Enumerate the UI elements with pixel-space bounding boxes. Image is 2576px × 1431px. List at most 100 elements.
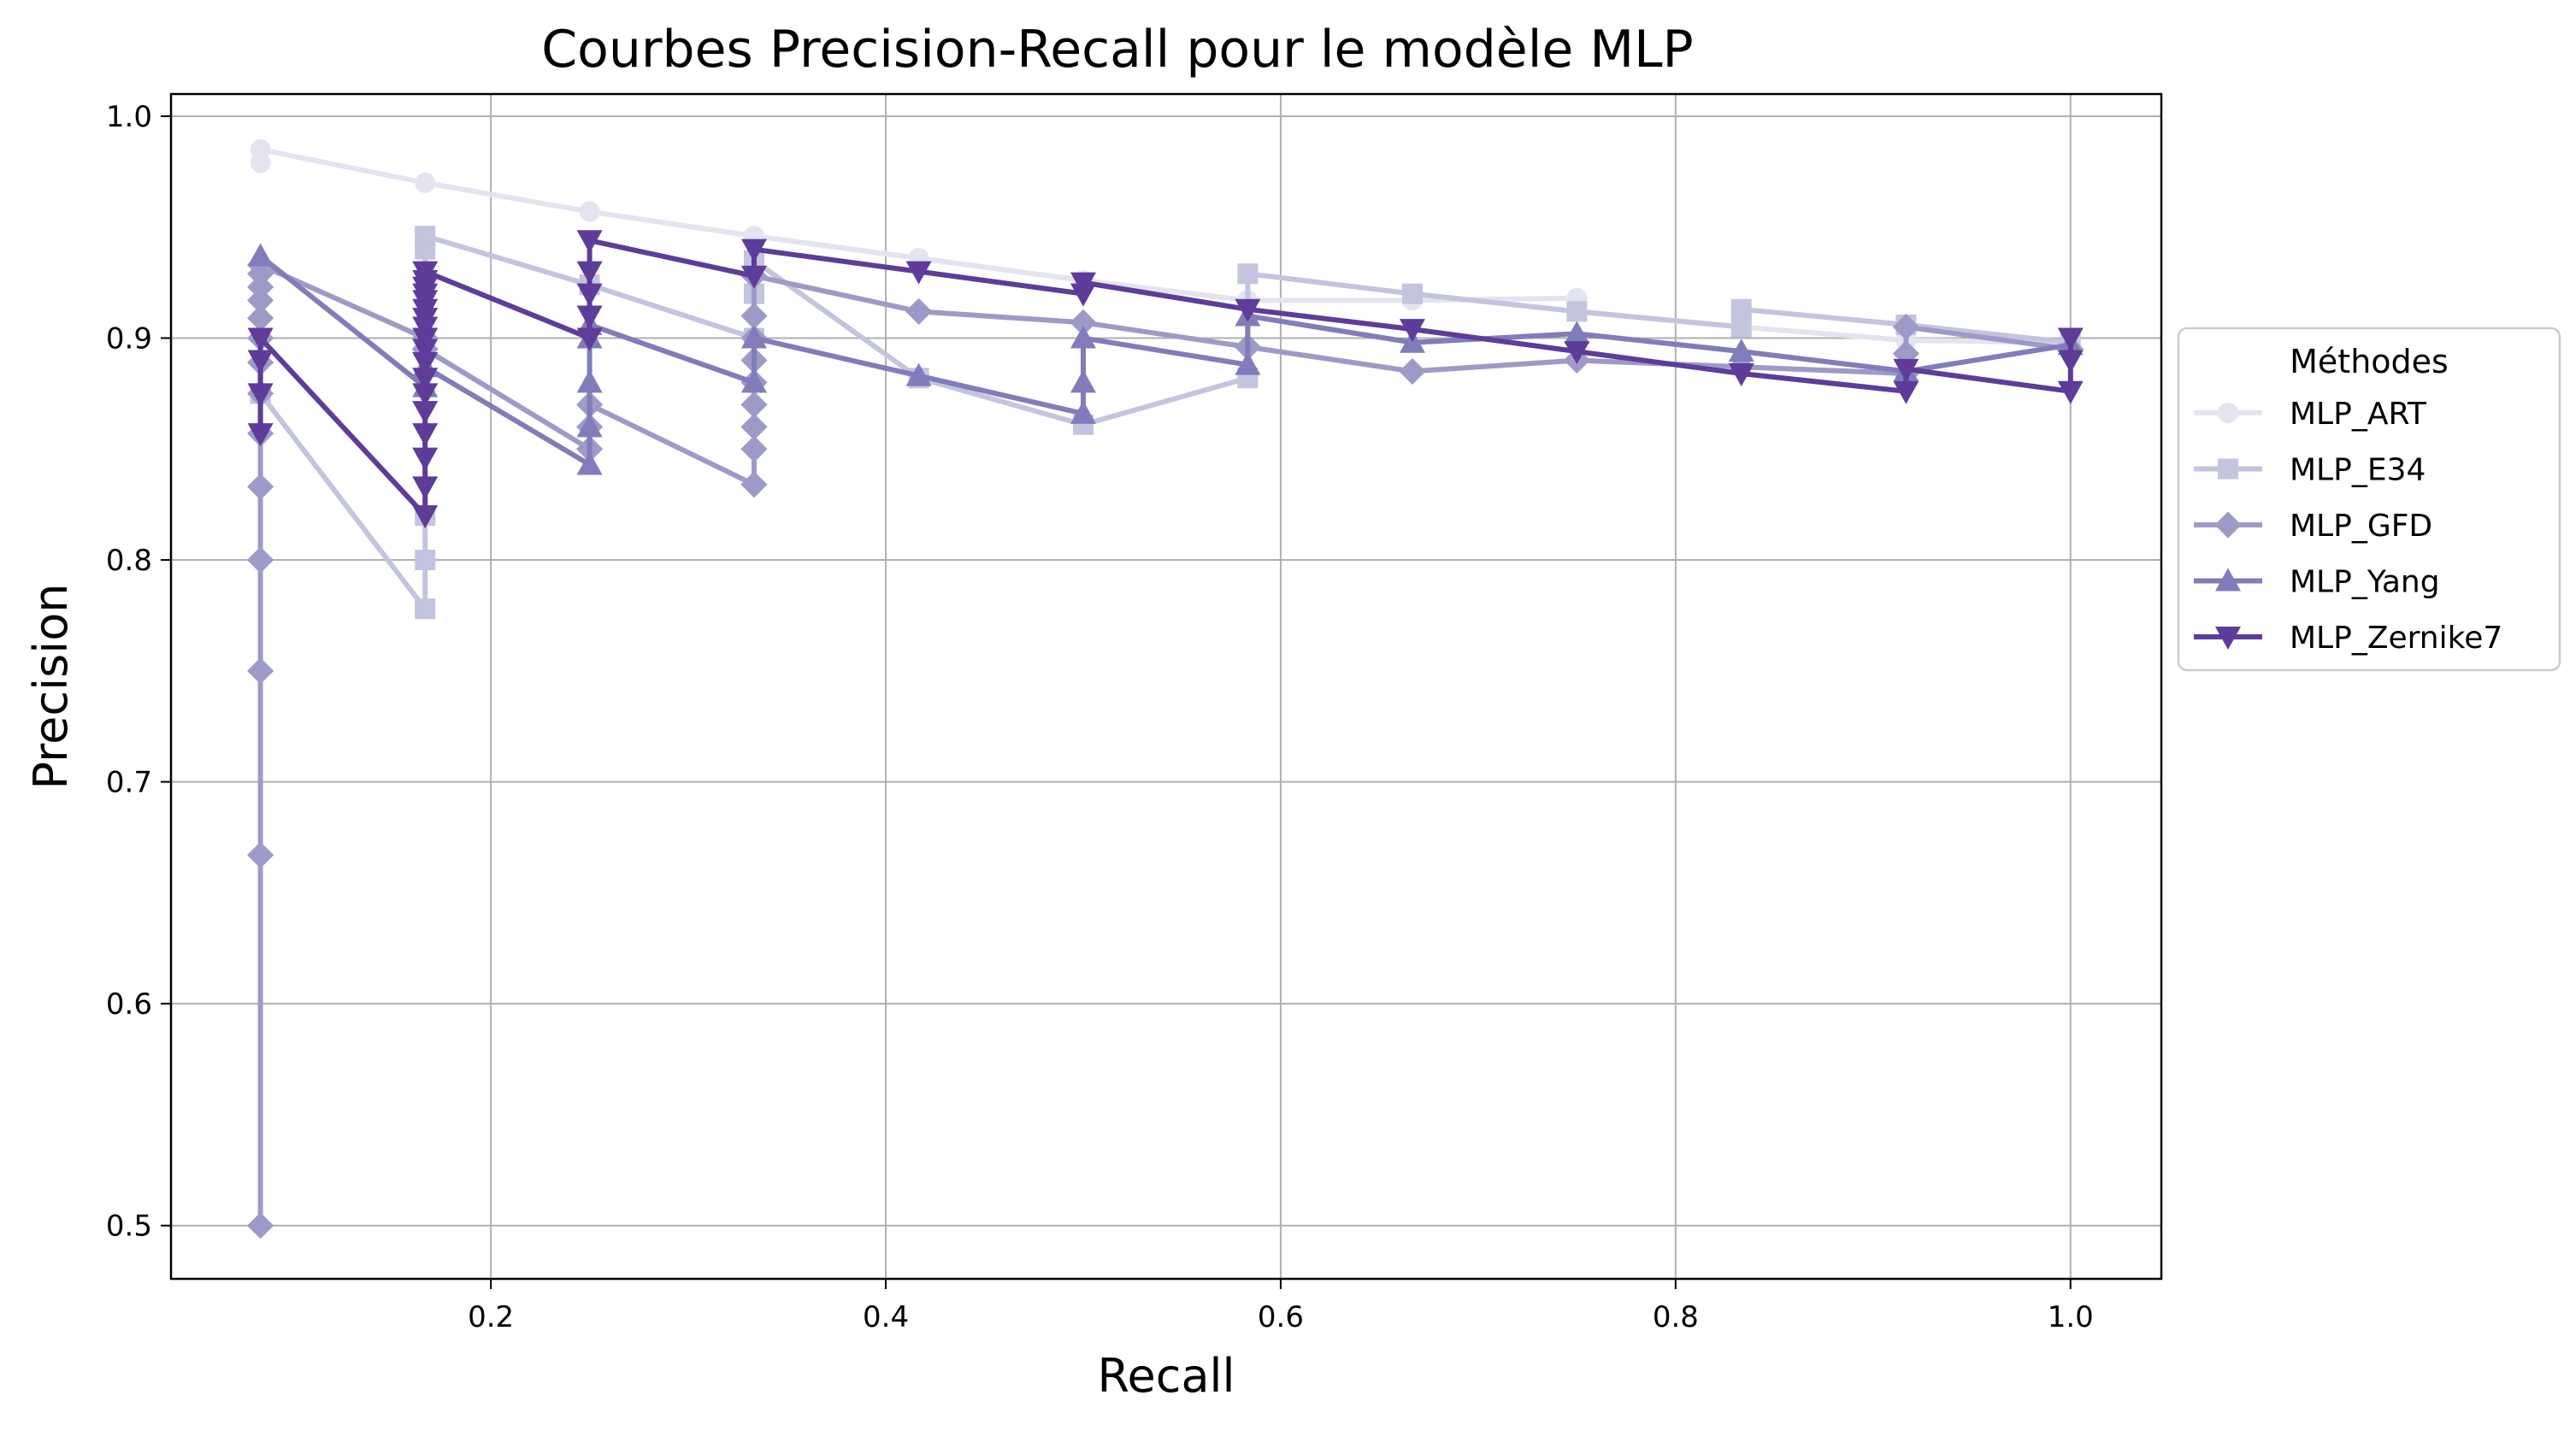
grid	[171, 94, 2161, 1279]
x-tick-label: 0.4	[863, 1300, 909, 1334]
data-point	[741, 265, 768, 289]
series-mlp-zernike7	[247, 230, 2084, 529]
data-point	[741, 325, 768, 349]
data-point	[741, 369, 768, 393]
data-point	[905, 261, 932, 285]
legend-item-mlp-zernike7: MLP_Zernike7	[2194, 621, 2502, 656]
data-point	[905, 297, 933, 325]
data-point	[1892, 313, 1919, 341]
data-point	[415, 598, 436, 620]
data-point	[412, 423, 439, 447]
plot-frame	[169, 92, 2163, 1281]
legend-marker	[2214, 511, 2242, 539]
data-point	[2057, 327, 2084, 351]
y-tick-label: 0.5	[106, 1210, 152, 1244]
data-point	[576, 451, 603, 475]
data-point	[247, 327, 274, 351]
legend-label: MLP_Yang	[2290, 565, 2440, 600]
data-point	[247, 383, 274, 407]
data-point	[741, 238, 768, 262]
data-point	[247, 1212, 274, 1240]
legend-item-mlp-art: MLP_ART	[2194, 397, 2427, 432]
legend-label: MLP_GFD	[2290, 509, 2432, 544]
data-point	[1401, 283, 1423, 304]
data-point	[1070, 325, 1096, 349]
data-point	[2057, 380, 2084, 404]
data-point	[1564, 341, 1590, 365]
data-point	[412, 352, 439, 376]
series-layer	[247, 138, 2084, 1240]
data-point	[1070, 272, 1096, 296]
data-point	[247, 657, 274, 685]
legend-frame	[2177, 327, 2561, 672]
data-point	[247, 546, 274, 574]
legend-label: MLP_ART	[2290, 397, 2427, 432]
legend-marker	[2218, 458, 2238, 480]
data-point	[1730, 298, 1752, 320]
data-point	[1730, 316, 1752, 338]
data-point	[1070, 369, 1096, 393]
legend-label: MLP_Zernike7	[2290, 621, 2502, 656]
series-mlp-yang	[247, 243, 2084, 475]
data-point	[576, 261, 603, 285]
series-mlp-art	[250, 138, 2081, 353]
data-point	[905, 362, 932, 386]
y-tick-label: 0.6	[106, 987, 152, 1022]
data-point	[247, 423, 274, 447]
legend-item-mlp-yang: MLP_Yang	[2194, 565, 2440, 600]
x-tick-label: 0.8	[1653, 1300, 1699, 1334]
data-point	[247, 243, 274, 267]
data-point	[1728, 363, 1754, 387]
legend-item-mlp-e34: MLP_E34	[2194, 453, 2426, 488]
data-point	[1566, 301, 1588, 322]
data-point	[1237, 263, 1259, 285]
data-point	[415, 550, 436, 571]
data-point	[412, 383, 439, 407]
data-point	[576, 283, 603, 307]
data-point	[576, 369, 603, 393]
legend-items: MLP_ART MLP_E34 MLP_GFD MLP_Yang MLP_Zernike…	[2194, 397, 2502, 656]
legend-title: Méthodes	[2290, 343, 2449, 380]
y-axis-label: Precision	[24, 584, 78, 790]
data-point	[1235, 298, 1261, 322]
ticks: 0.2 0.4 0.6 0.8 1.0 0.5 0.6 0.7 0.8 0.9 1.0	[106, 100, 2094, 1334]
legend: Méthodes MLP_ARTMLP_E34MLP_GFDMLP_YangML…	[2177, 327, 2561, 672]
data-point	[576, 230, 603, 254]
x-tick-label: 0.6	[1258, 1300, 1304, 1334]
data-point	[2057, 350, 2084, 374]
legend-marker	[2215, 627, 2241, 650]
legend-marker	[2215, 568, 2241, 592]
y-tick-label: 1.0	[106, 100, 152, 134]
data-point	[740, 302, 768, 330]
series-line-mlp-zernike7	[257, 238, 2073, 519]
legend-marker	[2218, 403, 2238, 423]
data-point	[740, 471, 768, 498]
data-point	[412, 447, 439, 471]
x-axis-label: Recall	[1097, 1349, 1235, 1403]
data-point	[412, 401, 439, 425]
data-point	[576, 327, 603, 351]
data-point	[579, 201, 600, 222]
data-point	[1893, 358, 1919, 382]
data-point	[412, 476, 439, 500]
data-point	[1893, 380, 1919, 404]
data-point	[250, 138, 271, 160]
data-point	[247, 473, 274, 501]
chart-title: Courbes Precision-Recall pour le modèle …	[541, 20, 1693, 80]
data-point	[576, 305, 603, 329]
data-point	[412, 261, 439, 285]
series-line-mlp-gfd	[257, 262, 2072, 1226]
data-point	[1728, 339, 1754, 362]
data-point	[412, 368, 439, 392]
x-tick-label: 0.2	[468, 1300, 514, 1334]
data-point	[1070, 400, 1096, 424]
data-point	[740, 413, 768, 440]
data-point	[740, 435, 768, 462]
series-line-mlp-yang	[258, 254, 2072, 468]
legend-label: MLP_E34	[2290, 453, 2426, 488]
data-point	[740, 391, 768, 418]
y-tick-label: 0.7	[106, 766, 152, 800]
data-point	[1070, 309, 1097, 336]
